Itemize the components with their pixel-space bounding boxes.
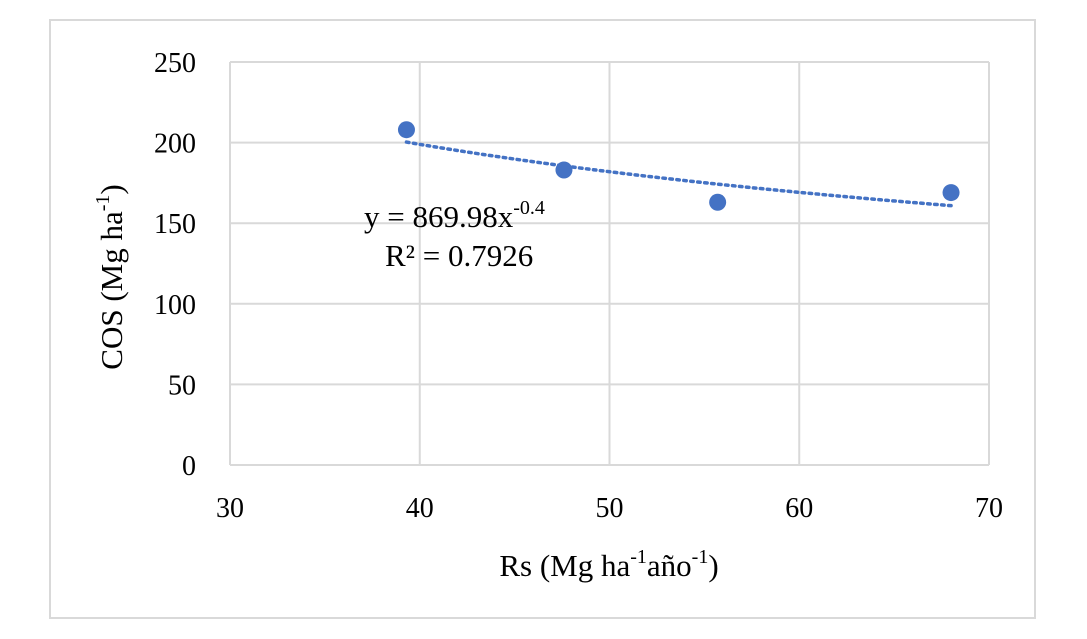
y-tick-label: 200 <box>154 129 196 160</box>
axes <box>229 62 989 466</box>
data-points <box>397 121 960 211</box>
x-tick-label: 50 <box>596 493 624 524</box>
y-tick-labels: 0 50 100 150 200 250 <box>154 48 196 482</box>
x-tick-label: 30 <box>216 493 244 524</box>
data-point <box>709 193 727 211</box>
y-tick-label: 50 <box>168 370 196 401</box>
x-tick-label: 70 <box>975 493 1003 524</box>
y-tick-label: 100 <box>154 290 196 321</box>
scatter-chart: 0 50 100 150 200 250 30 40 50 60 70 y = 869.98x-0… <box>92 48 1003 583</box>
trendline-equation: y = 869.98x-0.4 <box>364 197 545 234</box>
x-tick-label: 40 <box>406 493 434 524</box>
data-point <box>942 184 960 202</box>
x-axis-title: Rs (Mg ha-1año-1) <box>499 546 718 583</box>
y-tick-label: 250 <box>154 48 196 79</box>
y-tick-label: 150 <box>154 209 196 240</box>
x-tick-labels: 30 40 50 60 70 <box>216 493 1003 524</box>
data-point <box>397 121 415 139</box>
gridlines <box>230 61 990 465</box>
y-axis-title: COS (Mg ha-1) <box>92 184 129 369</box>
chart-frame: 0 50 100 150 200 250 30 40 50 60 70 y = 869.98x-0… <box>49 19 1036 619</box>
data-point <box>555 161 573 179</box>
y-tick-label: 0 <box>182 451 196 482</box>
r-squared-label: R² = 0.7926 <box>385 238 533 273</box>
x-tick-label: 60 <box>785 493 813 524</box>
trendline <box>404 140 953 208</box>
